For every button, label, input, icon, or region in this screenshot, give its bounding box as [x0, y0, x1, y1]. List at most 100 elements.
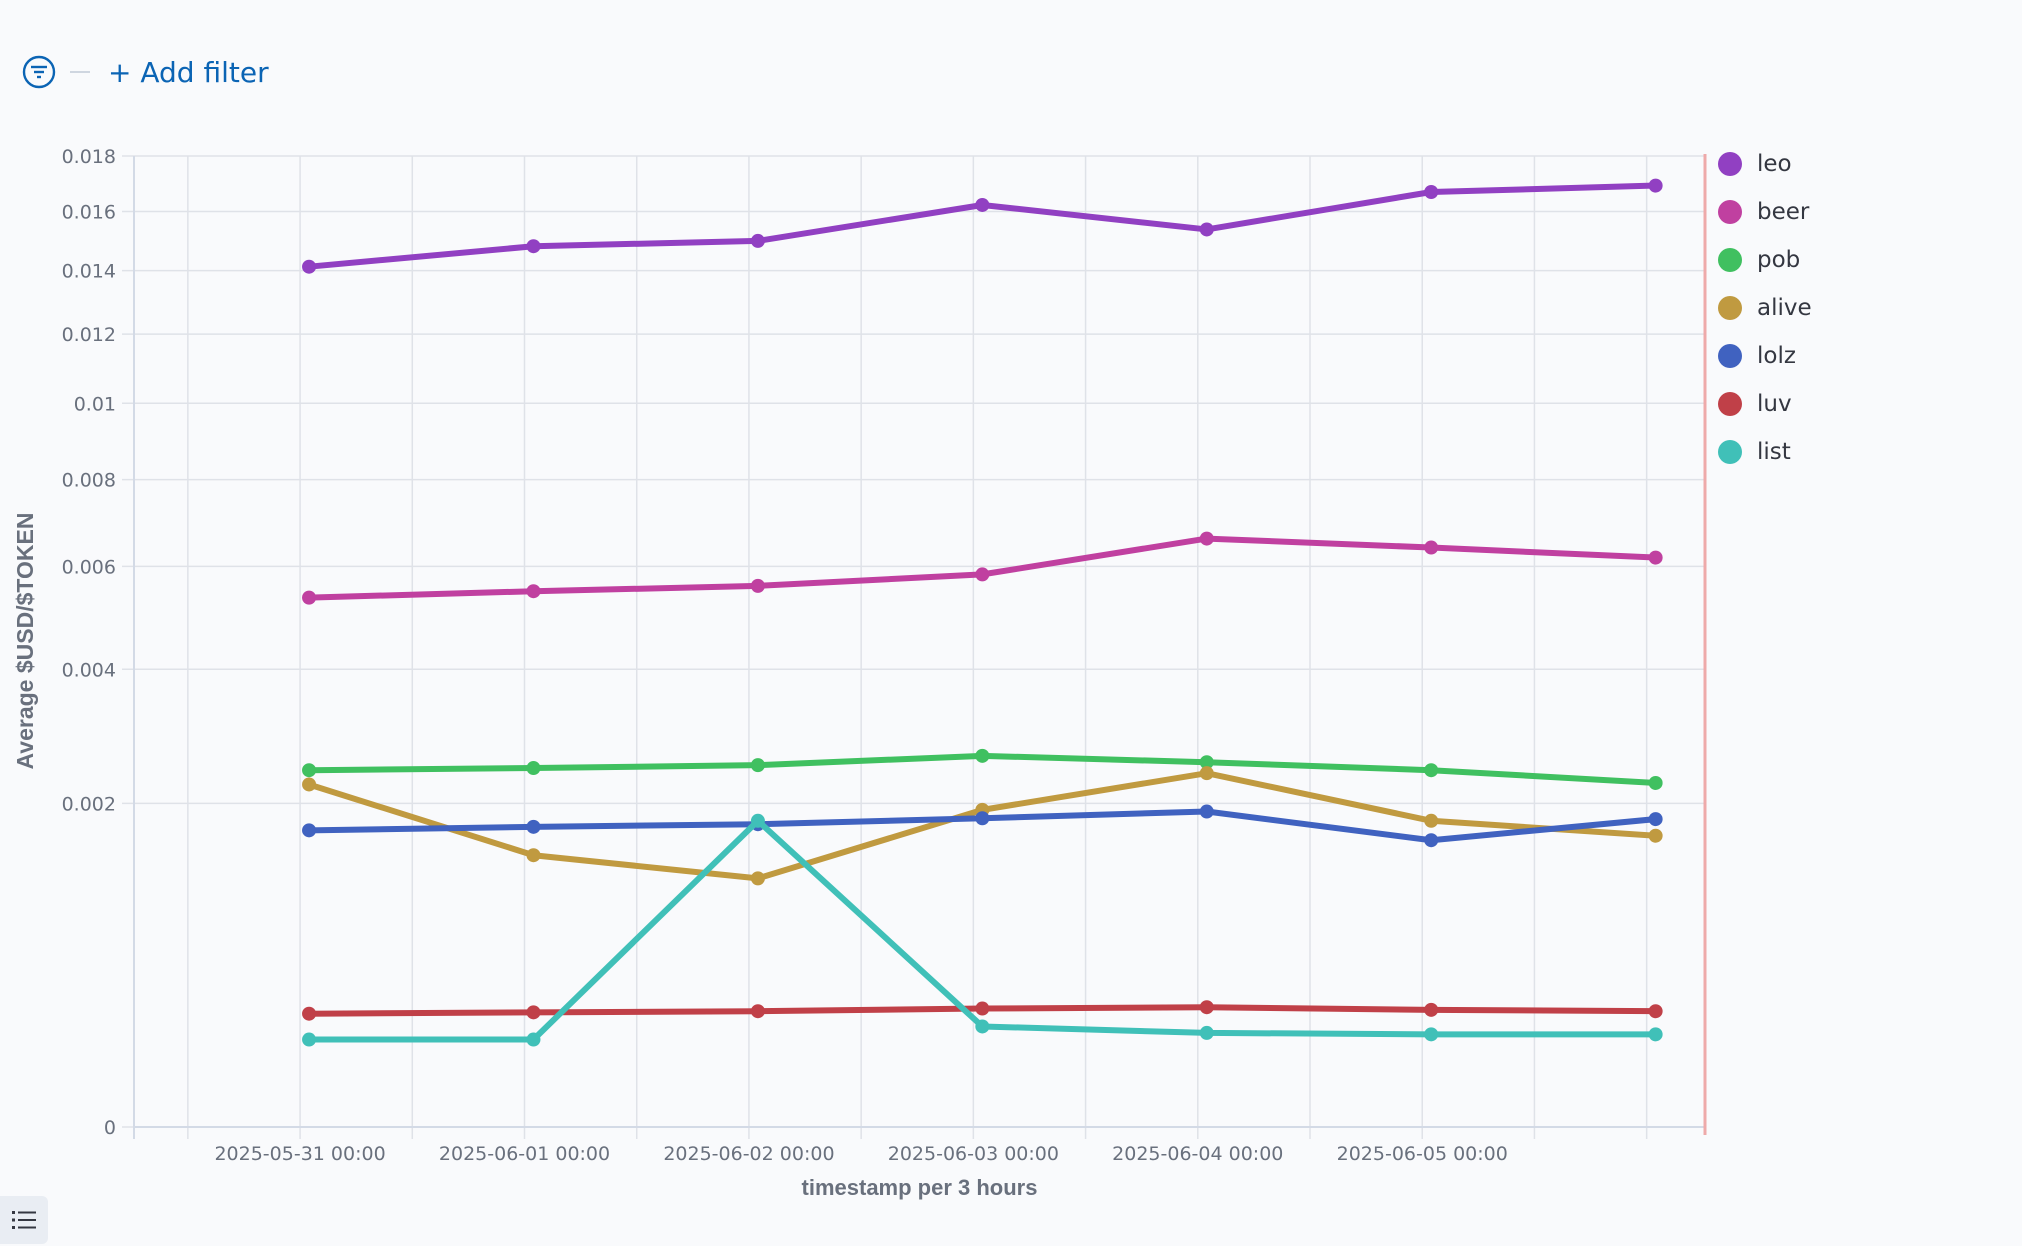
legend-color-dot — [1718, 344, 1742, 368]
data-point-beer — [1199, 531, 1214, 546]
y-tick-label: 0.014 — [62, 261, 116, 283]
legend-item-list[interactable]: list — [1718, 428, 1812, 476]
chart-legend: leo beer pob alive lolz luv list — [1718, 140, 1812, 476]
y-tick-label: 0.006 — [62, 556, 116, 578]
series-beer — [302, 531, 1663, 605]
x-axis-title: timestamp per 3 hours — [802, 1175, 1038, 1200]
x-tick-label: 2025-06-05 00:00 — [1337, 1143, 1508, 1165]
data-point-beer — [1424, 540, 1439, 555]
data-point-beer — [975, 567, 990, 582]
x-tick-label: 2025-06-02 00:00 — [663, 1143, 834, 1165]
legend-label: pob — [1757, 247, 1801, 273]
data-point-list — [302, 1032, 317, 1047]
data-point-leo — [1199, 222, 1214, 237]
data-point-beer — [750, 578, 765, 593]
data-point-alive — [526, 848, 541, 863]
legend-item-pob[interactable]: pob — [1718, 236, 1812, 284]
data-point-pob — [750, 758, 765, 773]
data-point-list — [975, 1019, 990, 1034]
legend-color-dot — [1718, 392, 1742, 416]
filter-icon[interactable] — [22, 55, 56, 89]
data-point-alive — [1424, 813, 1439, 828]
y-tick-label: 0.004 — [62, 659, 116, 681]
data-point-luv — [1199, 1000, 1214, 1015]
data-point-leo — [302, 259, 317, 274]
series-luv — [302, 1000, 1663, 1021]
data-point-pob — [975, 748, 990, 763]
data-point-luv — [750, 1004, 765, 1019]
legend-label: leo — [1757, 151, 1792, 177]
data-point-luv — [975, 1001, 990, 1016]
data-point-lolz — [302, 823, 317, 838]
legend-label: luv — [1757, 391, 1792, 417]
x-tick-label: 2025-05-31 00:00 — [214, 1143, 385, 1165]
data-point-list — [1199, 1025, 1214, 1040]
data-point-lolz — [1648, 812, 1663, 827]
y-tick-label: 0.002 — [62, 793, 116, 815]
series-alive — [302, 766, 1663, 886]
data-point-pob — [1648, 775, 1663, 790]
data-point-leo — [526, 239, 541, 254]
legend-color-dot — [1718, 296, 1742, 320]
list-icon — [12, 1211, 36, 1229]
legend-item-alive[interactable]: alive — [1718, 284, 1812, 332]
legend-label: lolz — [1757, 343, 1796, 369]
y-axis-title: Average $USD/$TOKEN — [12, 513, 38, 770]
y-tick-label: 0.012 — [62, 324, 116, 346]
data-point-lolz — [1424, 833, 1439, 848]
data-point-list — [1648, 1027, 1663, 1042]
legend-color-dot — [1718, 440, 1742, 464]
data-point-lolz — [1199, 804, 1214, 819]
data-point-pob — [1199, 755, 1214, 770]
x-tick-label: 2025-06-03 00:00 — [888, 1143, 1059, 1165]
data-point-list — [526, 1032, 541, 1047]
legend-item-luv[interactable]: luv — [1718, 380, 1812, 428]
legend-item-leo[interactable]: leo — [1718, 140, 1812, 188]
legend-item-lolz[interactable]: lolz — [1718, 332, 1812, 380]
data-point-luv — [302, 1006, 317, 1021]
data-point-lolz — [526, 819, 541, 834]
y-tick-label: 0.008 — [62, 470, 116, 492]
data-point-alive — [1199, 766, 1214, 781]
data-point-leo — [1648, 178, 1663, 193]
data-point-leo — [975, 197, 990, 212]
filter-bar: + Add filter — [22, 52, 269, 92]
series-pob — [302, 748, 1663, 790]
data-point-alive — [750, 871, 765, 886]
y-tick-label: 0 — [104, 1117, 116, 1139]
data-point-list — [750, 813, 765, 828]
data-point-alive — [1648, 828, 1663, 843]
x-tick-label: 2025-06-01 00:00 — [439, 1143, 610, 1165]
x-tick-label: 2025-06-04 00:00 — [1112, 1143, 1283, 1165]
legend-color-dot — [1718, 152, 1742, 176]
series-list — [302, 813, 1663, 1047]
data-point-pob — [302, 763, 317, 778]
data-point-luv — [1648, 1004, 1663, 1019]
y-tick-label: 0.016 — [62, 202, 116, 224]
y-tick-label: 0.01 — [74, 393, 116, 415]
data-point-beer — [526, 584, 541, 599]
legend-color-dot — [1718, 248, 1742, 272]
data-point-alive — [302, 777, 317, 792]
data-point-leo — [1424, 185, 1439, 200]
add-filter-button[interactable]: + Add filter — [108, 55, 269, 89]
legend-item-beer[interactable]: beer — [1718, 188, 1812, 236]
series-line-leo — [308, 182, 1656, 270]
separator — [70, 71, 90, 73]
data-point-luv — [1424, 1002, 1439, 1017]
series-leo — [302, 178, 1663, 274]
legend-toggle-button[interactable] — [0, 1196, 48, 1244]
legend-label: beer — [1757, 199, 1810, 225]
data-point-list — [1424, 1027, 1439, 1042]
legend-label: list — [1757, 439, 1791, 465]
data-point-pob — [526, 761, 541, 776]
data-point-beer — [1648, 550, 1663, 565]
data-point-lolz — [975, 811, 990, 826]
data-point-leo — [750, 233, 765, 248]
legend-color-dot — [1718, 200, 1742, 224]
data-point-luv — [526, 1005, 541, 1020]
data-point-beer — [302, 590, 317, 605]
data-point-pob — [1424, 763, 1439, 778]
y-tick-label: 0.018 — [62, 146, 116, 168]
